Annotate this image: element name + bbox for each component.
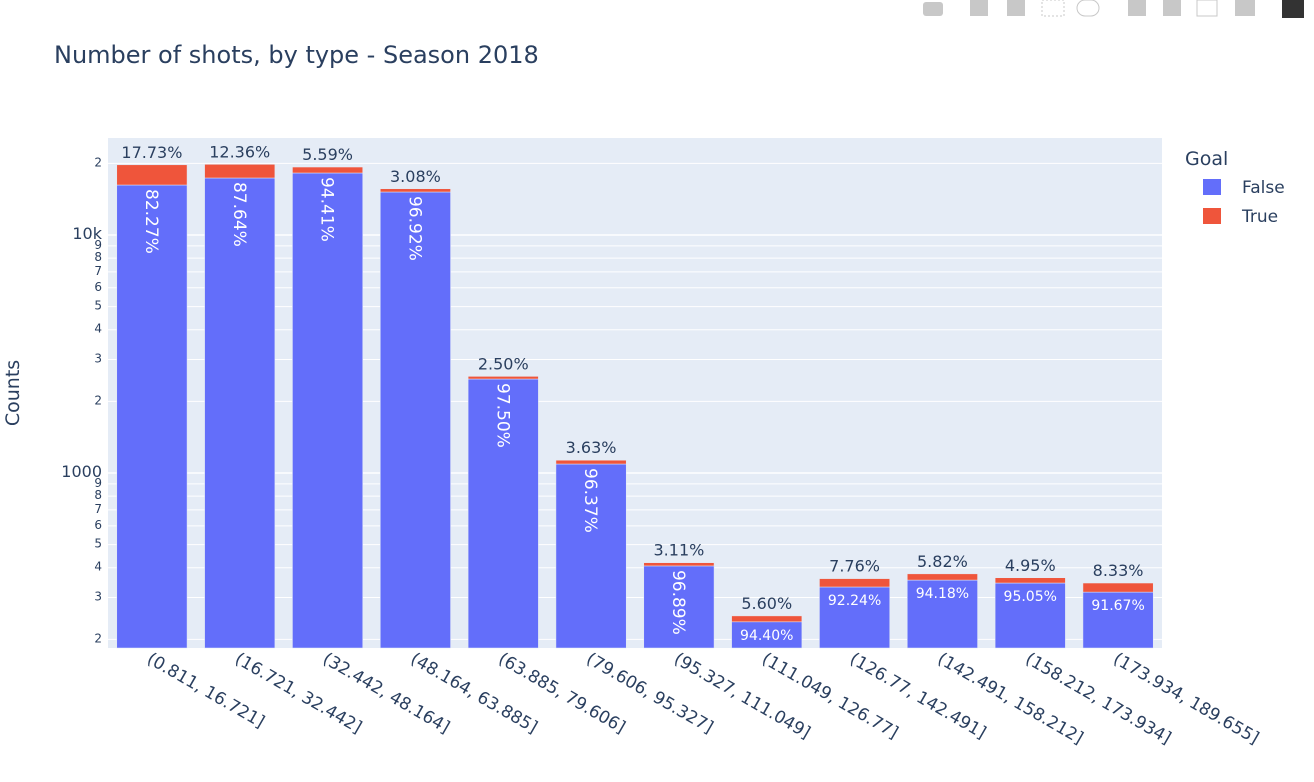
bar-segment xyxy=(731,621,803,649)
bar-segment xyxy=(116,164,188,186)
bar-label: 92.24% xyxy=(828,593,881,609)
y-tick-label: 7 xyxy=(94,264,102,278)
bar-label: 17.73% xyxy=(121,143,182,162)
bar-segment xyxy=(643,562,715,567)
bar-label: 87.64% xyxy=(229,182,249,247)
bar-segment xyxy=(1082,582,1154,593)
y-tick-label: 3 xyxy=(94,589,102,603)
bar-segment xyxy=(467,378,539,649)
bar-label: 95.05% xyxy=(1004,589,1057,605)
chart-title: Number of shots, by type - Season 2018 xyxy=(54,41,539,69)
legend-swatch xyxy=(1203,179,1221,195)
y-tick-label: 9 xyxy=(94,476,102,490)
camera-button[interactable] xyxy=(923,2,943,16)
bar-segment xyxy=(467,376,539,380)
bar-label: 82.27% xyxy=(141,189,161,254)
bar-label: 96.92% xyxy=(404,196,424,261)
y-tick-label: 5 xyxy=(94,537,102,551)
bar-segment xyxy=(907,573,978,581)
bar-label: 97.50% xyxy=(492,383,512,448)
bar-segment xyxy=(731,615,803,623)
bar-segment xyxy=(292,172,363,649)
autoscale-button[interactable] xyxy=(1196,0,1218,17)
x-tick-label: (158.212, 173.934] xyxy=(1022,649,1175,749)
y-tick-label: 6 xyxy=(94,280,102,294)
y-tick-label: 5 xyxy=(94,299,102,313)
bar-segment xyxy=(292,166,363,174)
bar-segment xyxy=(555,459,627,465)
legend-title: Goal xyxy=(1185,148,1228,170)
legend-swatch xyxy=(1203,208,1221,224)
legend-label: False xyxy=(1242,178,1285,198)
bar-label: 3.08% xyxy=(390,167,441,186)
bar-label: 94.41% xyxy=(317,177,337,242)
y-tick-label: 6 xyxy=(94,518,102,532)
bar-label: 2.50% xyxy=(478,354,529,373)
y-tick-label: 1000 xyxy=(61,462,102,481)
plot-area xyxy=(108,138,1162,648)
pan-button[interactable] xyxy=(1007,0,1025,16)
bar-label: 8.33% xyxy=(1093,561,1144,580)
zoom-in-button[interactable] xyxy=(1128,0,1146,16)
y-tick-label: 2 xyxy=(94,393,102,407)
bar-label: 96.37% xyxy=(580,468,600,533)
bar-segment xyxy=(819,578,890,588)
bar-segment xyxy=(204,164,276,179)
bar-segment xyxy=(907,579,978,649)
plotly-logo[interactable] xyxy=(1282,0,1304,18)
y-axis-title: Counts xyxy=(2,360,24,426)
y-tick-label: 2 xyxy=(94,631,102,645)
bar-segment xyxy=(555,463,627,649)
bar-segment xyxy=(380,188,451,193)
bar-segment xyxy=(380,191,451,649)
bar-label: 12.36% xyxy=(209,142,270,161)
bar-label: 4.95% xyxy=(1005,556,1056,575)
bar-segment xyxy=(116,184,188,649)
home-button[interactable] xyxy=(1235,0,1255,16)
bar-label: 94.18% xyxy=(916,586,969,602)
bar-label: 96.89% xyxy=(668,570,688,635)
bar-segment xyxy=(994,577,1066,584)
legend-label: True xyxy=(1241,207,1278,227)
lasso-button[interactable] xyxy=(1076,0,1100,17)
bar-label: 5.60% xyxy=(741,594,792,613)
zoom-out-button[interactable] xyxy=(1163,0,1181,16)
bar-label: 7.76% xyxy=(829,557,880,576)
y-tick-label: 10k xyxy=(72,224,102,243)
y-tick-label: 8 xyxy=(94,250,102,264)
bar-segment xyxy=(204,177,276,649)
bar-label: 3.11% xyxy=(654,541,705,560)
x-tick-label: (142.491, 158.212] xyxy=(934,649,1087,749)
bar-segment xyxy=(819,586,890,649)
bar-label: 5.82% xyxy=(917,552,968,571)
bar-label: 3.63% xyxy=(566,438,617,457)
bar-segment xyxy=(1082,591,1154,649)
y-tick-label: 8 xyxy=(94,488,102,502)
bar-label: 91.67% xyxy=(1091,598,1144,614)
y-tick-label: 4 xyxy=(94,322,102,336)
bar-label: 5.59% xyxy=(302,145,353,164)
modebar[interactable] xyxy=(923,0,1304,18)
y-tick-label: 7 xyxy=(94,502,102,516)
y-tick-label: 3 xyxy=(94,351,102,365)
x-tick-label: (173.934, 189.655] xyxy=(1110,649,1263,749)
select-button[interactable] xyxy=(1041,0,1065,17)
y-tick-label: 2 xyxy=(94,155,102,169)
y-tick-label: 4 xyxy=(94,560,102,574)
y-tick-label: 9 xyxy=(94,238,102,252)
bar-label: 94.40% xyxy=(740,628,793,644)
zoom-button[interactable] xyxy=(970,0,988,16)
